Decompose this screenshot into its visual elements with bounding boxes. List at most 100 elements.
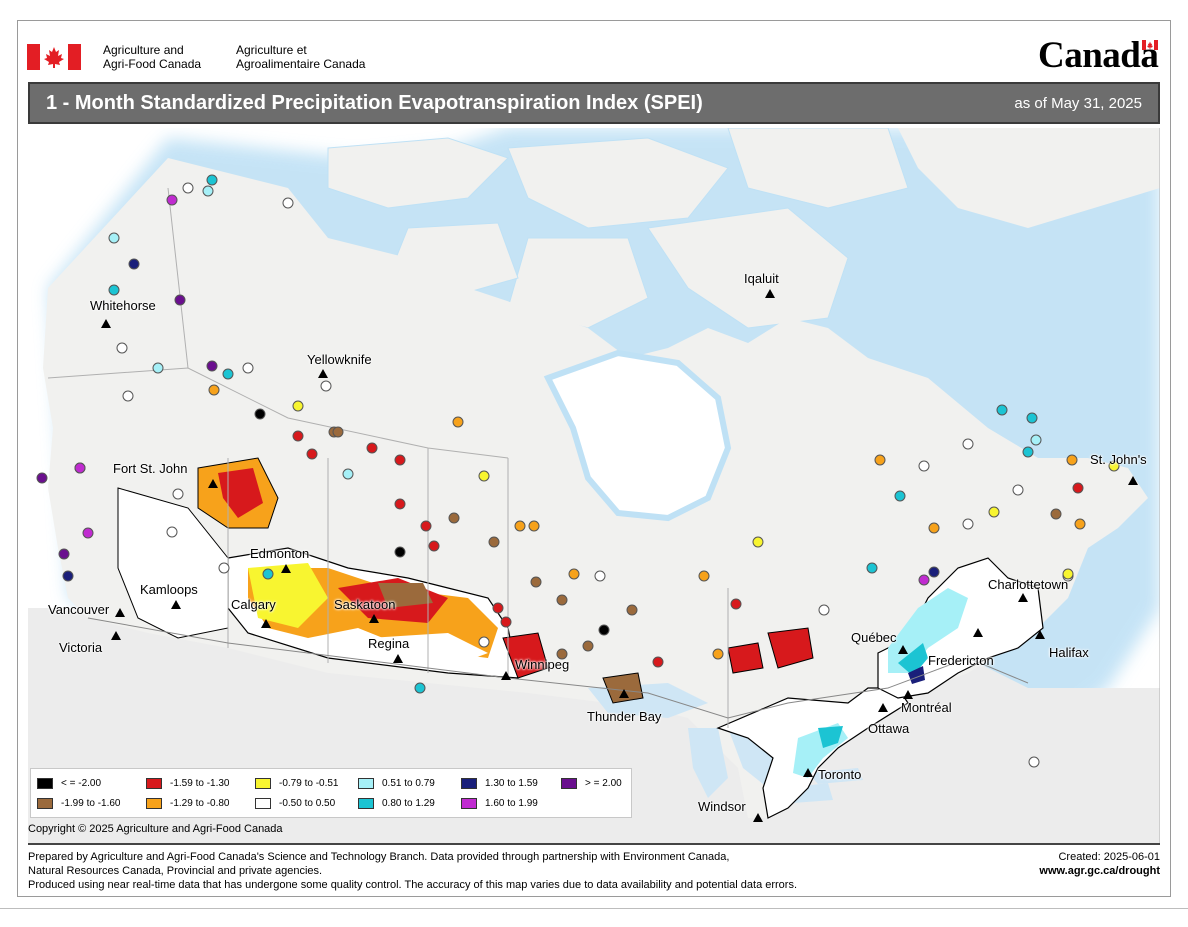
city-label-whitehorse: Whitehorse (90, 298, 156, 313)
station-dot (206, 360, 218, 372)
station-dot (292, 400, 304, 412)
dept-fr-line-1: Agriculture et (236, 43, 307, 57)
station-dot (1026, 412, 1038, 424)
city-marker-icon (903, 690, 913, 699)
station-dot (414, 682, 426, 694)
station-dot (172, 488, 184, 500)
city-label-st-johns: St. John's (1090, 452, 1147, 467)
station-dot (292, 430, 304, 442)
dept-fr-line-2: Agroalimentaire Canada (236, 57, 366, 71)
city-label-regina: Regina (368, 636, 410, 651)
station-dot (306, 448, 318, 460)
city-label-ottawa: Ottawa (868, 721, 910, 736)
station-dot (166, 194, 178, 206)
station-dot (394, 454, 406, 466)
station-dot (206, 174, 218, 186)
city-marker-icon (208, 479, 218, 488)
northern-alberta-severe (218, 468, 263, 518)
city-marker-icon (1018, 593, 1028, 602)
city-label-yellowknife: Yellowknife (307, 352, 372, 367)
southern-ontario-very-wet (818, 726, 843, 748)
station-dot (1012, 484, 1024, 496)
city-marker-icon (619, 689, 629, 698)
station-dot (218, 562, 230, 574)
station-dot (254, 408, 266, 420)
station-dot (1108, 460, 1120, 472)
created-date: Created: 2025-06-01 (1058, 851, 1160, 863)
station-dot (1062, 568, 1074, 580)
station-dot (478, 636, 490, 648)
station-dot (492, 602, 504, 614)
station-dot (488, 536, 500, 548)
department-name-english: Agriculture and Agri-Food Canada (103, 43, 201, 71)
station-dot (1050, 508, 1062, 520)
city-label-toronto: Toronto (818, 767, 862, 782)
station-dot (342, 468, 354, 480)
footer-line-1: Prepared by Agriculture and Agri-Food Ca… (28, 851, 730, 863)
footer-line-2: Natural Resources Canada, Provincial and… (28, 865, 323, 877)
station-dot (366, 442, 378, 454)
station-dot (420, 520, 432, 532)
station-dot (428, 540, 440, 552)
city-marker-icon (369, 614, 379, 623)
city-marker-icon (501, 671, 511, 680)
legend-swatch (561, 778, 577, 789)
city-label-montreal: Montréal (901, 700, 952, 715)
city-label-thunder-bay: Thunder Bay (587, 709, 662, 724)
station-dot (108, 232, 120, 244)
footer-rule (28, 843, 1160, 845)
station-dot (874, 454, 886, 466)
legend-label: -1.99 to -1.60 (61, 798, 121, 809)
station-dot (556, 594, 568, 606)
copyright: Copyright © 2025 Agriculture and Agri-Fo… (28, 823, 283, 835)
prairies-extreme-dry (378, 583, 433, 608)
city-label-edmonton: Edmonton (250, 546, 310, 561)
city-marker-icon (878, 703, 888, 712)
city-label-calgary: Calgary (231, 597, 276, 612)
wordmark-flag-icon (1142, 40, 1158, 50)
station-dots (36, 174, 1120, 768)
station-dot (594, 570, 606, 582)
station-dot (122, 390, 134, 402)
station-dot (242, 362, 254, 374)
station-dot (918, 574, 930, 586)
ontario-patch-1 (767, 627, 814, 669)
station-dot (108, 284, 120, 296)
station-dot (128, 258, 140, 270)
station-dot (1074, 518, 1086, 530)
canada-flag-icon (27, 44, 81, 70)
legend-label: -0.79 to -0.51 (279, 778, 339, 789)
page-bottom-rule (0, 908, 1188, 909)
station-dot (58, 548, 70, 560)
city-marker-icon (898, 645, 908, 654)
station-dot (208, 384, 220, 396)
station-dot (996, 404, 1008, 416)
quebec-very-wet (898, 643, 928, 676)
city-marker-icon (753, 813, 763, 822)
city-marker-icon (115, 608, 125, 617)
station-dot (116, 342, 128, 354)
station-dot (62, 570, 74, 582)
station-dot (82, 527, 94, 539)
station-dot (752, 536, 764, 548)
station-dot (202, 185, 214, 197)
legend-label: -1.29 to -0.80 (170, 798, 230, 809)
city-marker-icon (261, 619, 271, 628)
station-dot (74, 462, 86, 474)
city-label-vancouver: Vancouver (48, 602, 110, 617)
legend-swatch (461, 778, 477, 789)
station-dot (1030, 434, 1042, 446)
legend-label: 1.30 to 1.59 (485, 778, 538, 789)
quebec-extreme-wet (908, 666, 925, 684)
station-dot (182, 182, 194, 194)
station-dot (514, 520, 526, 532)
province-borders (47, 128, 1160, 844)
drought-url-link[interactable]: www.agr.gc.ca/drought (1039, 865, 1160, 877)
station-dot (36, 472, 48, 484)
map-date: as of May 31, 2025 (1014, 95, 1142, 112)
thunder-bay-patch (602, 672, 644, 704)
legend-label: -0.50 to 0.50 (279, 798, 336, 809)
title-bar: 1 - Month Standardized Precipitation Eva… (28, 82, 1160, 124)
map-title: 1 - Month Standardized Precipitation Eva… (46, 92, 703, 114)
great-lakes (588, 683, 863, 803)
